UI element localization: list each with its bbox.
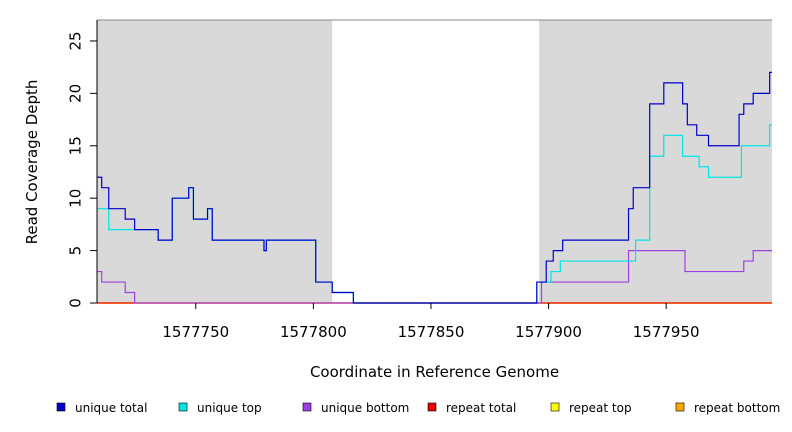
legend-swatch — [56, 402, 66, 412]
y-axis-ticks: 0 5 10 15 20 25 — [66, 31, 97, 308]
y-tick-label: 5 — [66, 246, 84, 256]
legend-swatch — [178, 402, 188, 412]
y-axis-title: Read Coverage Depth — [23, 80, 41, 245]
shaded-regions — [97, 20, 772, 303]
y-tick-label: 15 — [66, 136, 84, 155]
y-tick-label: 20 — [66, 84, 84, 103]
legend-swatch — [675, 402, 685, 412]
legend-swatch — [427, 402, 437, 412]
x-axis-ticks: 1577750 1577800 1577850 1577900 1577950 — [162, 303, 700, 341]
legend-label: repeat top — [569, 401, 632, 415]
x-tick-label: 1577900 — [515, 323, 582, 341]
y-tick-label: 25 — [66, 31, 84, 50]
legend-label: unique total — [75, 401, 147, 415]
shaded-region-1 — [97, 20, 333, 303]
shaded-region-2 — [539, 20, 772, 303]
y-tick-label: 0 — [66, 298, 84, 308]
x-tick-label: 1577750 — [162, 323, 229, 341]
x-tick-label: 1577950 — [633, 323, 700, 341]
x-tick-label: 1577800 — [280, 323, 347, 341]
y-tick-label: 10 — [66, 189, 84, 208]
x-axis-title: Coordinate in Reference Genome — [310, 363, 559, 381]
series-lines — [97, 71, 772, 304]
legend-label: repeat bottom — [694, 401, 780, 415]
series-line-unique-total — [97, 71, 772, 304]
legend-label: repeat total — [446, 401, 516, 415]
legend-label: unique bottom — [321, 401, 409, 415]
legend-swatch — [302, 402, 312, 412]
legend-label: unique top — [197, 401, 262, 415]
series-line-unique-bottom — [97, 249, 772, 304]
legend-swatch — [550, 402, 560, 412]
legend: unique total unique top unique bottom repea… — [56, 401, 780, 415]
axes — [96, 19, 772, 303]
x-tick-label: 1577850 — [398, 323, 465, 341]
